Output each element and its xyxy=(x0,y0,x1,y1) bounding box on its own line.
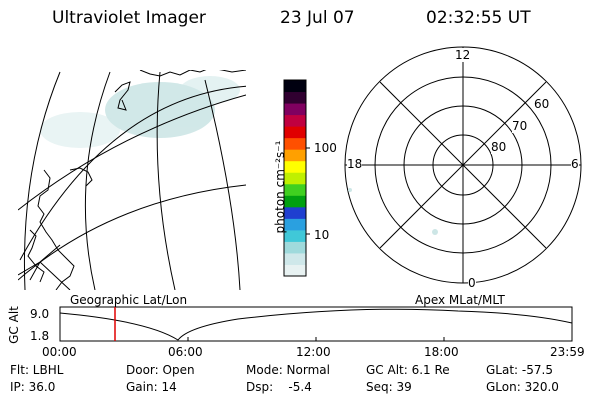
mlat-label-70: 70 xyxy=(512,119,528,133)
mlt-label-18: 18 xyxy=(347,157,363,171)
colorbar-stripe xyxy=(284,149,306,162)
mlat-label-80: 80 xyxy=(491,140,507,154)
mlat-label-60: 60 xyxy=(534,97,550,111)
color-scale-bar xyxy=(283,79,310,277)
colorbar-stripe xyxy=(284,229,306,242)
gc-alt-axis-label: GC Alt xyxy=(7,306,21,344)
glon-info: GLon: 320.0 xyxy=(486,380,559,394)
app-title: Ultraviolet Imager xyxy=(52,8,206,28)
mode-info: Mode: Normal xyxy=(246,363,330,377)
colorbar-stripe xyxy=(284,206,306,219)
filter-info: Flt: LBHL xyxy=(10,363,64,377)
colorbar-stripe xyxy=(284,91,306,104)
colorbar-tick-100: 100 xyxy=(314,141,337,155)
mlt-label-0: 0 xyxy=(468,276,476,290)
gc-alt-info: GC Alt: 6.1 Re xyxy=(366,363,450,377)
x-tick-2359: 23:59 xyxy=(550,345,585,359)
colorbar-stripe xyxy=(284,195,306,208)
ip-info: IP: 36.0 xyxy=(10,380,56,394)
x-tick-1200: 12:00 xyxy=(296,345,331,359)
gc-alt-timeline xyxy=(59,306,573,342)
colorbar-stripe xyxy=(284,160,306,173)
colorbar-stripe xyxy=(284,183,306,196)
door-info: Door: Open xyxy=(126,363,195,377)
colorbar-stripe xyxy=(284,241,306,254)
x-tick-0600: 06:00 xyxy=(168,345,203,359)
gc-alt-ymax: 9.0 xyxy=(30,307,50,321)
colorbar-stripe xyxy=(284,264,306,277)
x-tick-1800: 18:00 xyxy=(424,345,459,359)
colorbar-stripe xyxy=(284,114,306,127)
date-label: 23 Jul 07 xyxy=(280,8,355,28)
seq-info: Seq: 39 xyxy=(366,380,412,394)
polar-mlt-plot xyxy=(344,46,582,284)
mlt-label-6: 6 xyxy=(571,157,579,171)
colorbar-stripe xyxy=(284,252,306,265)
colorbar-stripe xyxy=(284,137,306,150)
colorbar-stripe xyxy=(284,126,306,139)
apex-panel-label: Apex MLat/MLT xyxy=(415,293,505,307)
geographic-panel-label: Geographic Lat/Lon xyxy=(70,293,188,307)
colorbar-tick-10: 10 xyxy=(314,228,330,242)
mlt-label-12: 12 xyxy=(455,48,471,62)
geographic-map xyxy=(18,70,246,290)
colorbar-stripe xyxy=(284,172,306,185)
colorbar-stripe xyxy=(284,218,306,231)
glat-info: GLat: -57.5 xyxy=(486,363,553,377)
time-label: 02:32:55 UT xyxy=(426,8,531,28)
colorbar-stripe xyxy=(284,103,306,116)
gain-info: Gain: 14 xyxy=(126,380,177,394)
colorbar-stripe xyxy=(284,80,306,93)
gc-alt-ymin: 1.8 xyxy=(30,329,50,343)
x-tick-0000: 00:00 xyxy=(42,345,77,359)
dsp-info: Dsp: -5.4 xyxy=(246,380,312,394)
